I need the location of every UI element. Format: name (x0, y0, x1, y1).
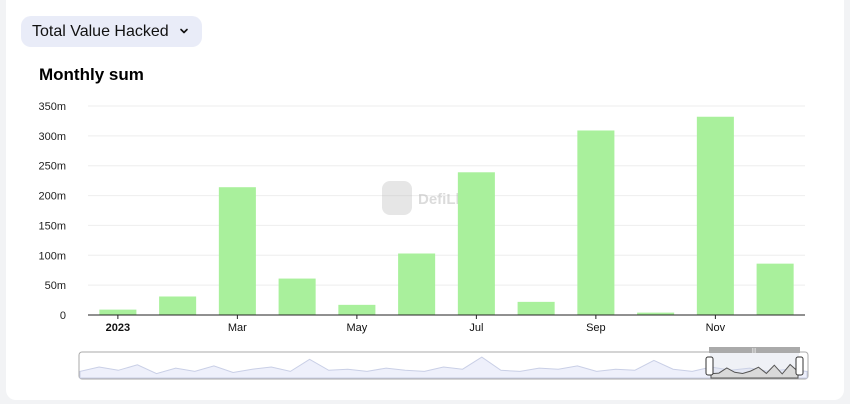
y-tick-label: 350m (38, 101, 66, 113)
x-tick-label: 2023 (106, 322, 130, 334)
x-tick-label: Nov (706, 322, 726, 334)
bar[interactable] (159, 296, 197, 315)
bar[interactable] (756, 263, 794, 315)
slider-overview-area (79, 356, 808, 379)
bar[interactable] (577, 130, 615, 315)
y-tick-label: 150m (38, 220, 66, 232)
bar[interactable] (218, 187, 256, 315)
y-tick-labels: 0 50m 100m 150m 200m 250m 300m 350m (38, 101, 66, 322)
slider-left-handle[interactable] (705, 356, 714, 376)
slider-selection-area (710, 363, 799, 379)
y-tick-label: 100m (38, 250, 66, 262)
bar[interactable] (278, 278, 316, 315)
x-tick-label: May (346, 322, 367, 334)
x-tick-label: Sep (586, 322, 606, 334)
metric-dropdown[interactable]: Total Value Hacked (21, 16, 202, 47)
bar[interactable] (457, 172, 495, 315)
bar[interactable] (517, 301, 555, 315)
x-tick-labels: 2023 Mar May Jul Sep Nov (106, 315, 726, 334)
chart-title: Monthly sum (39, 65, 144, 84)
slider-grip-icon: ||| (752, 348, 756, 354)
chevron-down-icon (180, 28, 188, 34)
llama-logo-icon (382, 181, 412, 215)
grid-lines (88, 105, 805, 286)
bar[interactable] (338, 304, 376, 315)
y-tick-label: 300m (38, 131, 66, 143)
slider-right-handle[interactable] (795, 356, 804, 376)
zoom-slider: ||| (78, 347, 809, 380)
y-tick-label: 200m (38, 191, 66, 203)
bar[interactable] (398, 253, 436, 315)
slider-drag-bar[interactable] (709, 347, 800, 353)
y-tick-label: 50m (45, 280, 66, 292)
bar[interactable] (99, 309, 137, 315)
y-tick-label: 250m (38, 161, 66, 173)
bar[interactable] (637, 312, 675, 315)
y-tick-label: 0 (60, 310, 66, 322)
bar[interactable] (696, 116, 734, 316)
bars (99, 116, 794, 316)
metric-dropdown-label: Total Value Hacked (32, 22, 169, 40)
x-tick-label: Jul (469, 322, 483, 334)
x-tick-label: Mar (228, 322, 247, 334)
